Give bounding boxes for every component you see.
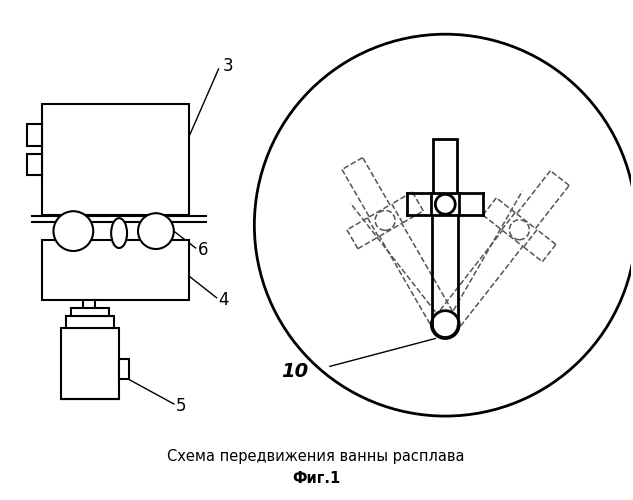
Text: 6: 6 bbox=[197, 241, 208, 259]
Bar bbox=[119, 360, 129, 380]
Text: 3: 3 bbox=[223, 57, 233, 75]
Circle shape bbox=[431, 310, 459, 338]
Circle shape bbox=[138, 213, 174, 249]
Text: Схема передвижения ванны расплава: Схема передвижения ванны расплава bbox=[167, 450, 465, 464]
Circle shape bbox=[53, 211, 93, 251]
Bar bbox=[27, 154, 42, 176]
Text: 10: 10 bbox=[281, 362, 308, 381]
Bar bbox=[61, 328, 119, 399]
Text: 5: 5 bbox=[176, 397, 186, 415]
Bar bbox=[42, 240, 189, 300]
Bar bbox=[42, 104, 189, 215]
Circle shape bbox=[254, 34, 633, 416]
Bar bbox=[434, 138, 457, 194]
Circle shape bbox=[436, 194, 455, 214]
Bar bbox=[66, 316, 114, 328]
Bar bbox=[72, 308, 109, 316]
Text: Фиг.1: Фиг.1 bbox=[292, 471, 340, 486]
Text: 4: 4 bbox=[218, 290, 229, 308]
Ellipse shape bbox=[111, 218, 127, 248]
Bar bbox=[27, 124, 42, 146]
